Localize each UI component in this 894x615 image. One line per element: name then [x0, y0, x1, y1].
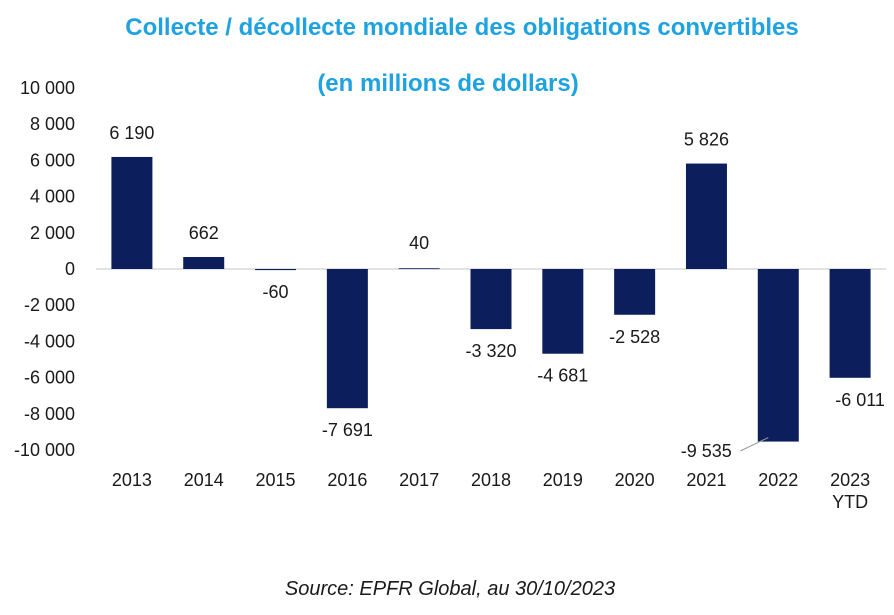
y-tick-label: -4 000 — [24, 331, 75, 351]
data-label: 5 826 — [684, 130, 729, 150]
chart-subtitle: (en millions de dollars) — [317, 70, 579, 97]
y-tick-label: 8 000 — [30, 114, 75, 134]
x-tick-label: 2020 — [615, 470, 655, 490]
y-tick-label: 6 000 — [30, 150, 75, 170]
chart-title: Collecte / décollecte mondiale des oblig… — [125, 14, 799, 41]
bar-2017 — [398, 268, 440, 270]
data-label: 662 — [189, 223, 219, 243]
data-label-leader-line — [740, 437, 769, 452]
x-tick-label: 2016 — [327, 470, 367, 490]
data-label: 6 190 — [109, 123, 154, 143]
bar-2022 — [757, 269, 799, 442]
bar-2013 — [111, 156, 153, 269]
data-label: 40 — [409, 233, 429, 253]
y-tick-label: 2 000 — [30, 223, 75, 243]
x-tick-label: 2018 — [471, 470, 511, 490]
y-tick-label: 10 000 — [20, 78, 75, 98]
bar-2015 — [255, 269, 297, 271]
bar-2014 — [183, 257, 225, 269]
data-label: -2 528 — [609, 327, 660, 347]
x-tick-label: 2019 — [543, 470, 583, 490]
bar-chart: 10 000 8 000 6 000 4 000 2 000 0 -2 000 -4 000 -… — [14, 78, 886, 512]
y-tick-label: -8 000 — [24, 404, 75, 424]
x-tick-label: 2022 — [758, 470, 798, 490]
x-tick-label: 2017 — [399, 470, 439, 490]
bar-2021 — [685, 163, 727, 269]
y-tick-label: -2 000 — [24, 295, 75, 315]
bar-2023 — [829, 269, 871, 378]
data-label: -60 — [263, 282, 289, 302]
data-label: -9 535 — [681, 441, 732, 461]
bar-2020 — [614, 269, 656, 315]
bar-2019 — [542, 269, 584, 354]
y-tick-label: 0 — [65, 259, 75, 279]
x-tick-label: 2021 — [686, 470, 726, 490]
y-tick-label: 4 000 — [30, 187, 75, 207]
bar-2016 — [326, 269, 368, 409]
x-tick-label: 2014 — [184, 470, 224, 490]
data-label: -6 011 — [835, 390, 885, 410]
y-tick-label: -6 000 — [24, 368, 75, 388]
data-label: -3 320 — [465, 341, 516, 361]
data-label: -4 681 — [537, 366, 588, 386]
x-tick-label: 2015 — [256, 470, 296, 490]
source-note: Source: EPFR Global, au 30/10/2023 — [284, 578, 616, 600]
x-tick-label: 2023 YTD — [830, 470, 870, 512]
bar-2018 — [470, 269, 512, 330]
x-tick-label: 2013 — [112, 470, 152, 490]
data-label: -7 691 — [322, 420, 373, 440]
y-tick-label: -10 000 — [14, 440, 75, 460]
